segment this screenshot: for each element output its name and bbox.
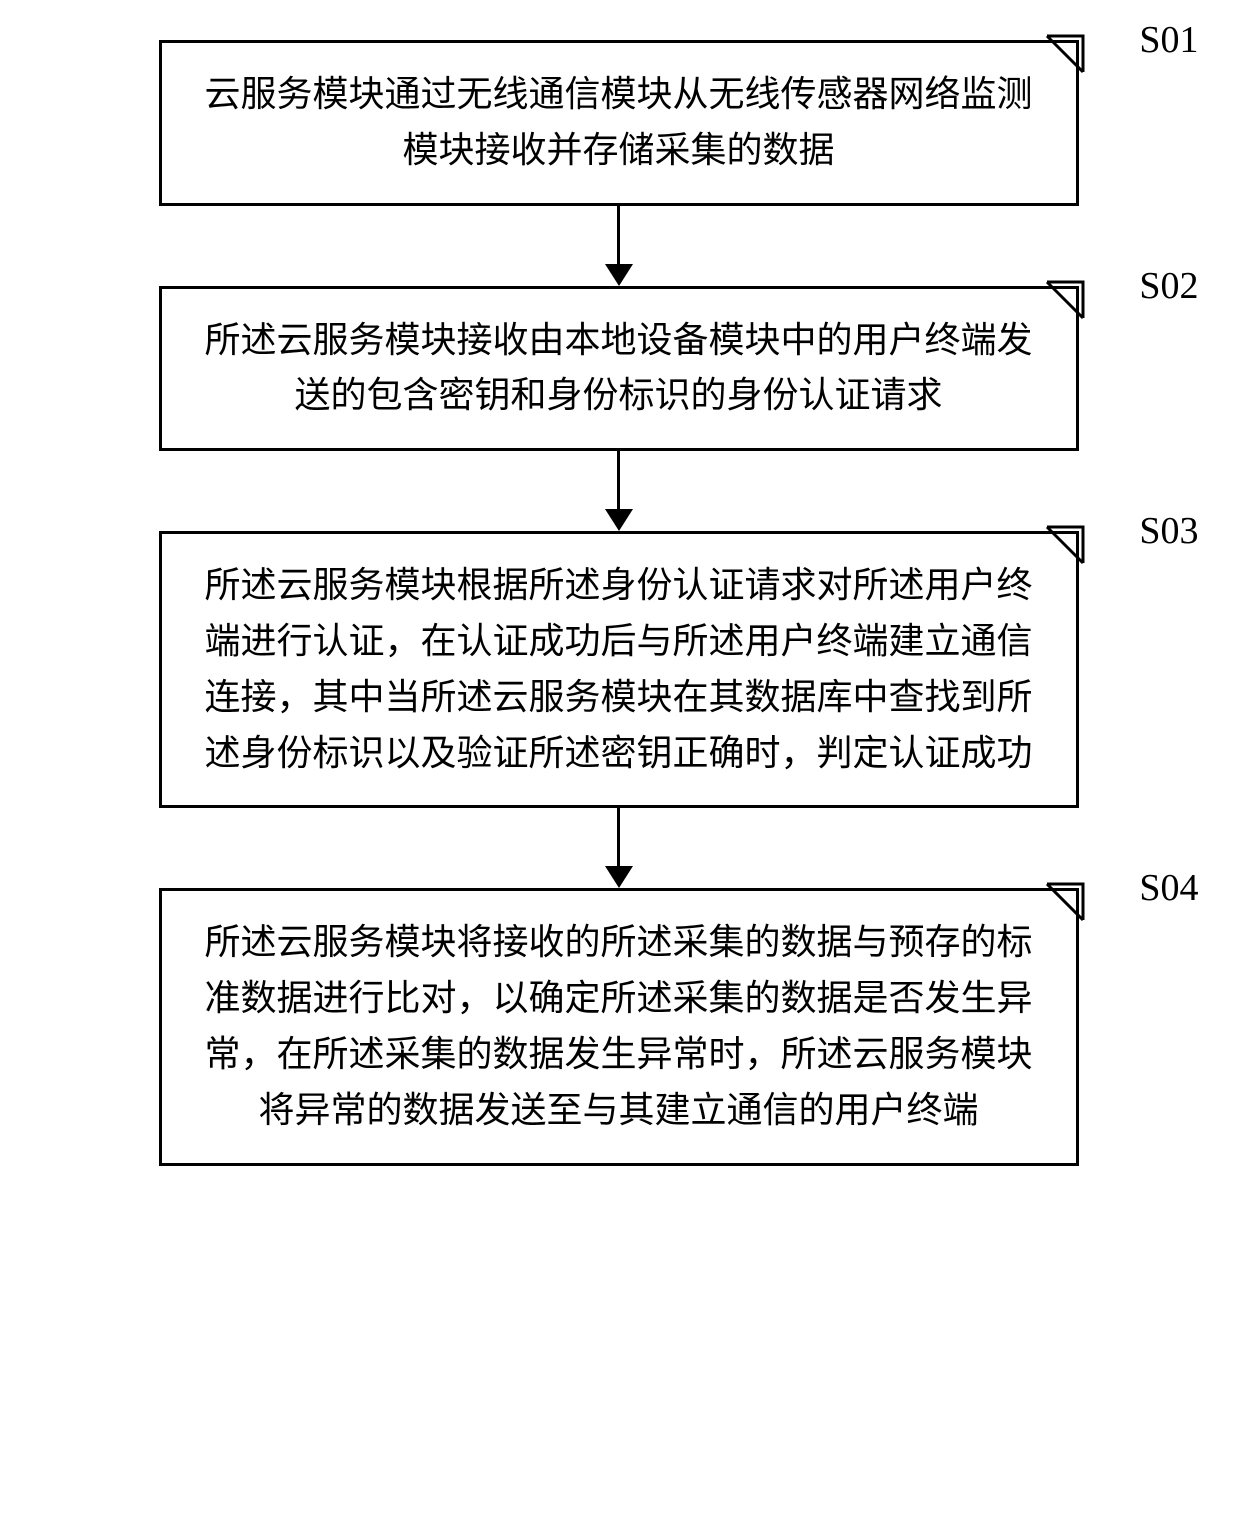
step-wrapper-1: S01 云服务模块通过无线通信模块从无线传感器网络监测模块接收并存储采集的数据 [20, 40, 1217, 206]
flowchart-container: S01 云服务模块通过无线通信模块从无线传感器网络监测模块接收并存储采集的数据 … [20, 40, 1217, 1166]
notch-icon [1047, 527, 1083, 563]
step-label-1: S01 [1139, 18, 1198, 62]
arrow-connector-1 [605, 206, 633, 286]
arrow-connector-2 [605, 451, 633, 531]
step-box-4: 所述云服务模块将接收的所述采集的数据与预存的标准数据进行比对，以确定所述采集的数… [159, 888, 1079, 1165]
arrow-head-icon [605, 866, 633, 888]
step-container-3: S03 所述云服务模块根据所述身份认证请求对所述用户终端进行认证，在认证成功后与… [159, 531, 1079, 808]
step-wrapper-2: S02 所述云服务模块接收由本地设备模块中的用户终端发送的包含密钥和身份标识的身… [20, 286, 1217, 452]
step-box-2: 所述云服务模块接收由本地设备模块中的用户终端发送的包含密钥和身份标识的身份认证请… [159, 286, 1079, 452]
arrow-head-icon [605, 509, 633, 531]
step-container-1: S01 云服务模块通过无线通信模块从无线传感器网络监测模块接收并存储采集的数据 [159, 40, 1079, 206]
step-wrapper-4: S04 所述云服务模块将接收的所述采集的数据与预存的标准数据进行比对，以确定所述… [20, 888, 1217, 1165]
step-wrapper-3: S03 所述云服务模块根据所述身份认证请求对所述用户终端进行认证，在认证成功后与… [20, 531, 1217, 808]
step-label-2: S02 [1139, 264, 1198, 308]
arrow-head-icon [605, 264, 633, 286]
step-box-3: 所述云服务模块根据所述身份认证请求对所述用户终端进行认证，在认证成功后与所述用户… [159, 531, 1079, 808]
arrow-line [617, 451, 620, 509]
arrow-connector-3 [605, 808, 633, 888]
step-box-1: 云服务模块通过无线通信模块从无线传感器网络监测模块接收并存储采集的数据 [159, 40, 1079, 206]
arrow-line [617, 206, 620, 264]
arrow-line [617, 808, 620, 866]
step-label-4: S04 [1139, 866, 1198, 910]
notch-icon [1047, 884, 1083, 920]
notch-icon [1047, 282, 1083, 318]
notch-icon [1047, 36, 1083, 72]
step-container-4: S04 所述云服务模块将接收的所述采集的数据与预存的标准数据进行比对，以确定所述… [159, 888, 1079, 1165]
step-container-2: S02 所述云服务模块接收由本地设备模块中的用户终端发送的包含密钥和身份标识的身… [159, 286, 1079, 452]
step-label-3: S03 [1139, 509, 1198, 553]
